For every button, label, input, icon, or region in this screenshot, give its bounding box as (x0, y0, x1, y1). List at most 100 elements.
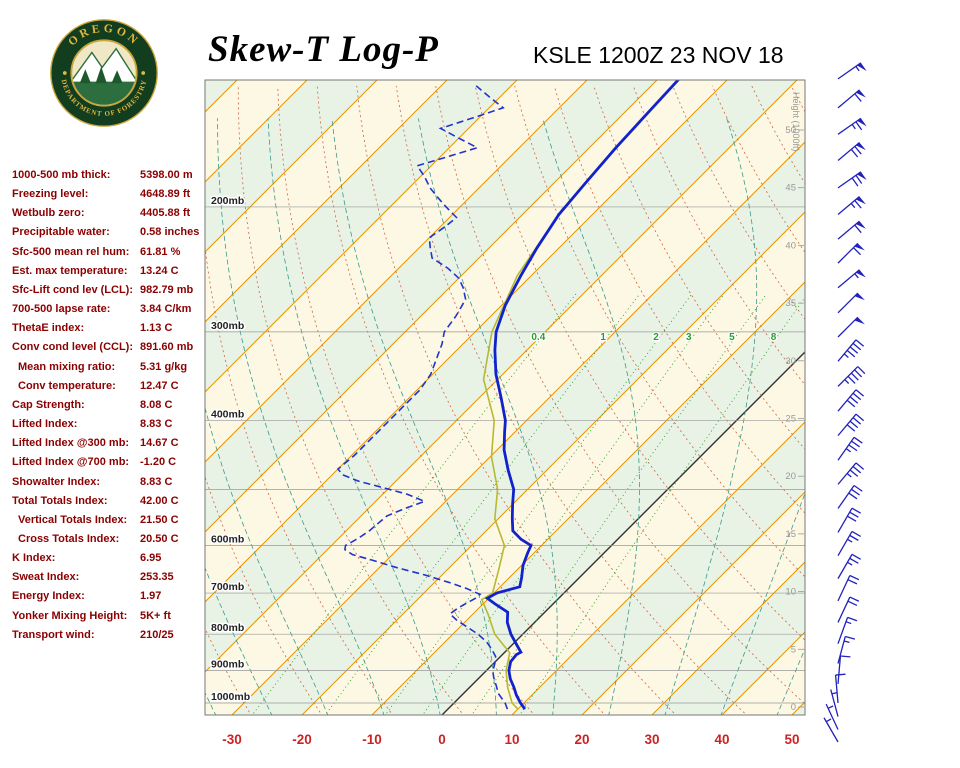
wind-barb-feather (849, 469, 859, 477)
temp-axis-label: 40 (714, 732, 729, 747)
mixing-ratio-label: 2 (653, 332, 659, 343)
wind-barb-staff (837, 117, 862, 135)
wind-barb-column (823, 62, 867, 743)
wind-barb-staff (837, 242, 859, 264)
index-row: Transport wind: 210/25 (12, 626, 212, 645)
wind-barb-half-feather (844, 379, 850, 384)
index-value: 210/25 (140, 628, 174, 641)
index-value: 14.67 C (140, 437, 179, 450)
index-row: Vertical Totals Index: 21.50 C (12, 511, 212, 530)
pressure-label: 1000mb (211, 691, 250, 703)
wind-barb-half-feather (843, 640, 850, 644)
index-label: Cap Strength: (12, 398, 85, 411)
pressure-label: 600mb (211, 534, 244, 546)
index-row: Sweat Index: 253.35 (12, 568, 212, 587)
index-row: Lifted Index @300 mb: 14.67 C (12, 434, 212, 453)
wind-barb-feather (850, 148, 859, 158)
temp-axis-label: -10 (362, 732, 382, 747)
height-axis-label: 45 (785, 183, 796, 194)
wind-barb-feather (840, 655, 851, 658)
index-row: Conv temperature: 12.47 C (12, 377, 212, 396)
mixing-ratio-label: 1 (600, 332, 606, 343)
wind-barb-staff (837, 196, 860, 216)
wind-barb-feather (851, 507, 861, 514)
wind-barb-half-feather (854, 273, 859, 279)
index-row: Lifted Index @700 mb: -1.20 C (12, 453, 212, 472)
wind-barb-half-feather (827, 705, 834, 709)
index-label: Total Totals Index: (12, 494, 108, 507)
wind-barb-half-feather (847, 561, 853, 566)
index-value: 8.08 C (140, 398, 173, 411)
wind-barb-feather (849, 346, 859, 354)
index-value: 3.84 C/km (140, 303, 192, 316)
wind-barb-staff (837, 269, 860, 289)
wind-barb-feather (835, 673, 846, 676)
wind-barb-feather (847, 515, 857, 522)
wind-barb-flag (854, 317, 865, 325)
index-row: Conv cond level (CCL): 891.60 mb (12, 338, 212, 357)
index-label: Energy Index: (12, 590, 85, 603)
index-label: Lifted Index: (12, 418, 78, 431)
pressure-label: 400mb (211, 409, 244, 421)
wind-barb-staff (837, 316, 859, 338)
index-label: K Index: (12, 552, 56, 565)
wind-barb-feather (855, 121, 863, 131)
wind-barb-feather (851, 553, 861, 560)
index-row: Showalter Index: 8.83 C (12, 473, 212, 492)
wind-barb-feather (853, 247, 862, 256)
index-value: 1.13 C (140, 322, 173, 335)
wind-barb-flag (855, 196, 866, 205)
wind-barb-half-feather (845, 448, 852, 453)
index-label: Yonker Mixing Height: (12, 609, 128, 622)
wind-barb-staff (837, 141, 860, 161)
wind-barb-feather (855, 174, 863, 184)
wind-barb-feather (852, 342, 862, 351)
mixing-ratio-label: 5 (729, 332, 735, 343)
wind-barb-feather (849, 596, 860, 602)
index-label: Sweat Index: (12, 571, 80, 584)
index-value: 982.79 mb (140, 283, 194, 296)
pressure-label: 800mb (211, 622, 244, 634)
chart-plot-area: 0.4 1 2 3 5 8 (205, 80, 805, 715)
wind-barb-feather (855, 462, 865, 470)
index-row: Cross Totals Index: 20.50 C (12, 530, 212, 549)
wind-barb-staff (837, 507, 853, 533)
index-row: Yonker Mixing Height: 5K+ ft (12, 607, 212, 626)
index-label: Conv temperature: (18, 379, 116, 392)
index-value: 8.83 C (140, 475, 173, 488)
index-label: Showalter Index: (12, 475, 101, 488)
wind-barb-half-feather (843, 353, 849, 358)
index-row: ThetaE index: 1.13 C (12, 319, 212, 338)
index-row: 700-500 lapse rate: 3.84 C/km (12, 300, 212, 319)
wind-barb-half-feather (855, 65, 860, 72)
wind-barb-feather (846, 399, 856, 408)
logo-star-right (141, 71, 146, 75)
height-axis-label: 5 (791, 644, 796, 655)
wind-barb-flag (854, 243, 865, 251)
pressure-label: 300mb (211, 320, 244, 332)
pressure-label: 200mb (211, 195, 244, 207)
index-row: K Index: 6.95 (12, 549, 212, 568)
index-label: Sfc-500 mean rel hum: (12, 245, 130, 258)
index-row: Sfc-Lift cond lev (LCL): 982.79 mb (12, 281, 212, 300)
wind-barb-staff (837, 596, 851, 623)
odf-logo: OREGON DEPARTMENT OF FORESTRY (50, 19, 158, 127)
wind-barb-feather (848, 444, 858, 452)
temp-axis-label: 0 (438, 732, 446, 747)
wind-barb-half-feather (845, 621, 852, 625)
mixing-ratio-label: 8 (771, 332, 777, 343)
wind-barb-staff (837, 655, 842, 684)
height-axis-label: 50 (785, 125, 796, 136)
temperature-trace (484, 80, 680, 710)
wind-barb-feather (850, 372, 859, 381)
wetbulb-trace (480, 206, 565, 710)
wind-barb-feather (849, 420, 859, 429)
index-value: 5.31 g/kg (140, 360, 188, 373)
index-value: 8.83 C (140, 418, 173, 431)
wind-barb-feather (847, 600, 858, 607)
temp-axis-label: 30 (644, 732, 659, 747)
index-value: 12.47 C (140, 379, 179, 392)
height-axis-label: 10 (785, 587, 796, 598)
wind-barb-flag (855, 142, 866, 151)
index-value: 21.50 C (140, 513, 179, 526)
